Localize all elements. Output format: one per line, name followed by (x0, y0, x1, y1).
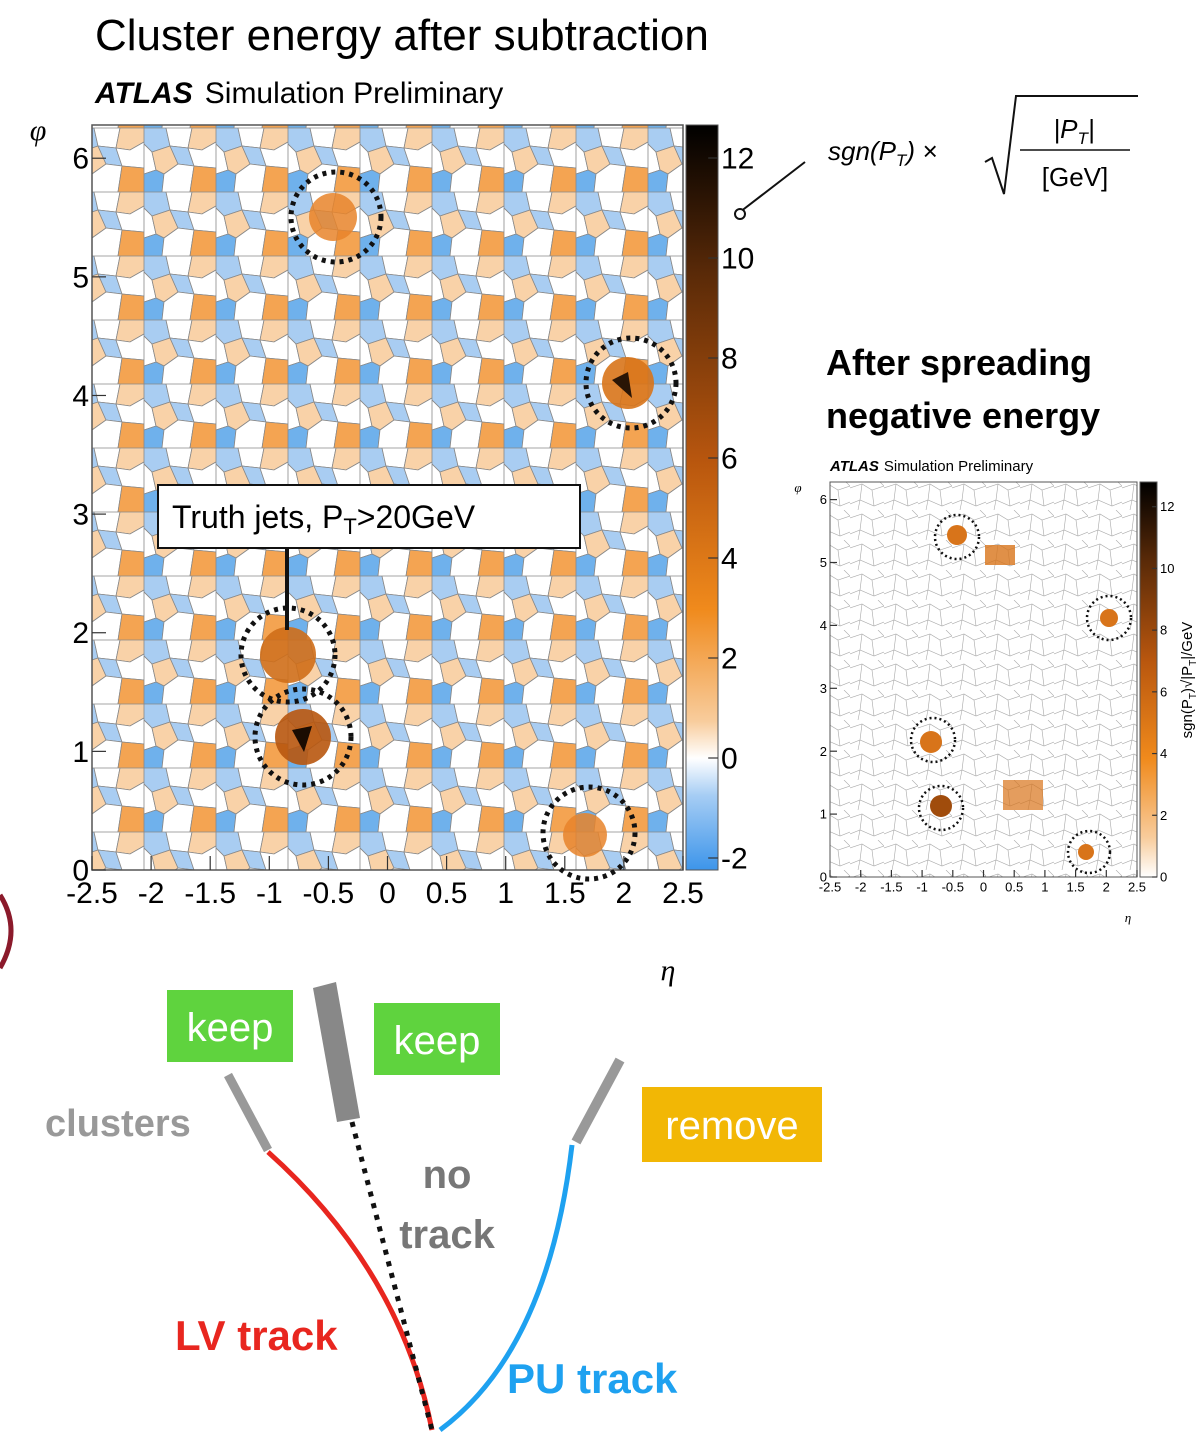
inset-title: negative energy (826, 395, 1100, 436)
y-tick-label: 1 (72, 736, 89, 769)
x-tick-label: 2 (616, 877, 633, 910)
colorbar-tick-label: 0 (721, 743, 738, 776)
colorbar-tick-label: 12 (721, 143, 754, 176)
y-tick-label: 2 (820, 744, 827, 759)
colorbar-tick-label: -2 (721, 843, 748, 876)
atlas-label: ATLAS Simulation Preliminary (829, 458, 1034, 475)
svg-text:[GeV]: [GeV] (1042, 162, 1108, 192)
y-tick-label: 6 (820, 492, 827, 507)
x-tick-label: -0.5 (942, 879, 964, 894)
neutral-line (349, 1121, 435, 1431)
edge-glyph (0, 893, 14, 970)
svg-text:sgn(PT) ×: sgn(PT) × (828, 136, 937, 170)
x-tick-label: 2.5 (662, 877, 704, 910)
keep-box (374, 1003, 500, 1075)
x-tick-label: 0.5 (1005, 879, 1023, 894)
colorbar-tick-label: 0 (1160, 870, 1167, 885)
colorbar-tick-label: 12 (1160, 499, 1174, 514)
x-axis-label: η (661, 954, 676, 987)
x-tick-label: 1 (497, 877, 514, 910)
y-tick-label: 4 (820, 618, 827, 633)
x-tick-label: -0.5 (303, 877, 355, 910)
colorbar-tick-label: 2 (1160, 808, 1167, 823)
y-tick-label: 3 (72, 499, 89, 532)
y-tick-label: 0 (820, 870, 827, 885)
colorbar-tick-label: 4 (721, 543, 738, 576)
formula-pointer-end (734, 208, 746, 220)
cluster-bar (571, 1057, 625, 1145)
x-tick-label: -1 (256, 877, 283, 910)
jet-circles (238, 169, 679, 882)
colorbar-tick-label: 6 (721, 443, 738, 476)
x-tick-label: 2.5 (1128, 879, 1146, 894)
colorbar-tick-label: 2 (721, 643, 738, 676)
remove-box (642, 1087, 822, 1162)
x-tick-label: -2.5 (819, 879, 841, 894)
y-tick-label: 6 (72, 143, 89, 176)
svg-text:|PT|: |PT| (1053, 114, 1094, 148)
pu-track-line (438, 1144, 575, 1433)
x-tick-label: 0 (379, 877, 396, 910)
x-tick-label: 1.5 (1067, 879, 1085, 894)
annotation-box (157, 484, 581, 549)
y-axis-label: φ (794, 480, 801, 495)
colorbar (685, 124, 719, 871)
colorbar-tick-label: 8 (1160, 623, 1167, 638)
jet-circles (909, 513, 1133, 875)
colorbar-tick-label: 10 (721, 243, 754, 276)
colorbar-tick-label: 10 (1160, 561, 1174, 576)
pu-track-label: PU track (507, 1355, 678, 1402)
colorbar (1139, 481, 1158, 878)
no-track-label: no (423, 1153, 472, 1197)
y-tick-label: 2 (72, 617, 89, 650)
x-tick-label: -2.5 (66, 877, 118, 910)
keep-box (167, 990, 293, 1062)
no-track-label: track (399, 1213, 495, 1257)
remove-label: remove (665, 1104, 798, 1148)
jet-hotspots (920, 525, 1118, 860)
cluster-bar (224, 1072, 272, 1153)
colorbar-label: sgn(PT)√|PT|/GeV (1179, 622, 1199, 739)
keep-label: keep (394, 1019, 481, 1063)
keep-label: keep (187, 1006, 274, 1050)
x-axis-label: η (1125, 910, 1131, 925)
cluster-bar (313, 982, 360, 1122)
x-tick-label: -2 (855, 879, 867, 894)
annotation: Truth jets, PT>20GeV (172, 499, 476, 539)
lv-track-line (266, 1150, 435, 1431)
y-tick-label: 1 (820, 807, 827, 822)
x-tick-label: 0.5 (426, 877, 468, 910)
x-tick-label: 1 (1041, 879, 1048, 894)
x-tick-label: 2 (1103, 879, 1110, 894)
colorbar-tick-label: 6 (1160, 684, 1167, 699)
x-tick-label: -1 (916, 879, 928, 894)
x-tick-label: -1.5 (880, 879, 902, 894)
cluster-map (829, 481, 1138, 878)
y-tick-label: 3 (820, 681, 827, 696)
y-axis-label: φ (30, 114, 47, 147)
x-tick-label: 1.5 (544, 877, 586, 910)
atlas-label: ATLAS Simulation Preliminary (94, 77, 503, 110)
lv-track-label: LV track (175, 1312, 338, 1359)
y-tick-label: 5 (820, 555, 827, 570)
formula: sgn(PT) × |PT| [GeV] (828, 95, 1138, 195)
y-tick-label: 4 (72, 380, 89, 413)
x-tick-label: -2 (138, 877, 165, 910)
y-tick-label: 0 (72, 855, 89, 888)
y-tick-label: 5 (72, 261, 89, 294)
colorbar-tick-label: 8 (721, 343, 738, 376)
x-tick-label: 0 (980, 879, 987, 894)
jet-hotspots (260, 193, 654, 857)
formula-pointer (739, 161, 806, 213)
main-title: Cluster energy after subtraction (95, 11, 709, 60)
x-tick-label: -1.5 (184, 877, 236, 910)
clusters-label: clusters (45, 1103, 191, 1145)
colorbar-tick-label: 4 (1160, 746, 1167, 761)
inset-title: After spreading (826, 342, 1092, 383)
